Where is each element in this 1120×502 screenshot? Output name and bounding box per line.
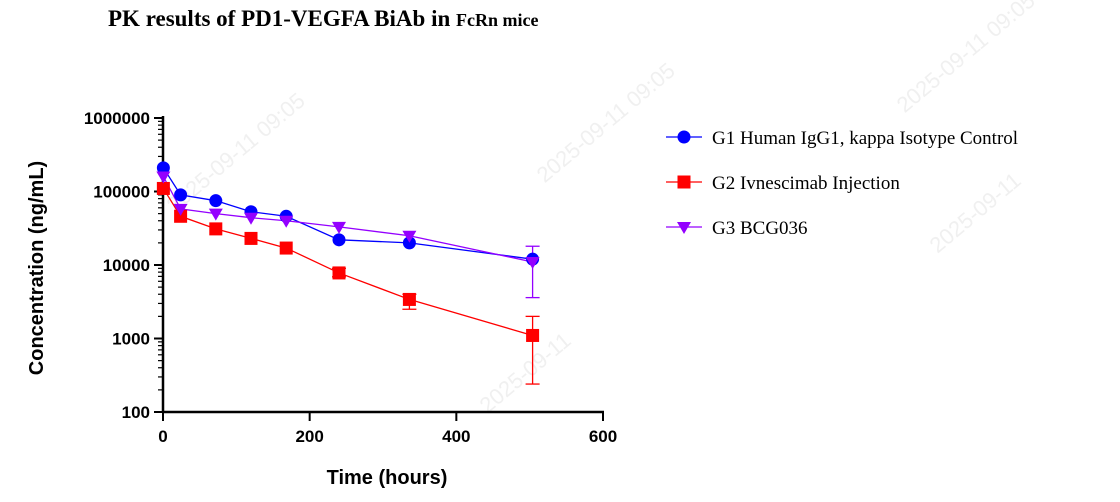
legend-marker-g1 [677, 130, 691, 144]
y-axis-label: Concentration (ng/mL) [26, 161, 48, 375]
chart-title: PK results of PD1-VEGFA BiAb in FcRn mic… [108, 6, 538, 32]
data-point-g2 [209, 222, 223, 236]
data-point-g2 [244, 231, 258, 245]
y-tick-label: 1000000 [84, 109, 150, 128]
data-point-g1 [156, 161, 170, 175]
data-point-g1 [402, 236, 416, 250]
data-point-g3 [402, 230, 417, 243]
data-point-g3 [208, 208, 223, 221]
legend-marker-g2 [677, 175, 691, 189]
chart-title-main: PK results of PD1-VEGFA BiAb in [108, 6, 451, 31]
x-axis-label: Time (hours) [327, 467, 448, 489]
y-tick-label: 1000 [112, 330, 150, 349]
data-point-g1 [209, 194, 223, 208]
x-tick-label: 600 [589, 427, 617, 446]
data-point-g2 [279, 241, 293, 255]
x-tick-label: 0 [158, 427, 167, 446]
data-point-g3 [525, 256, 540, 269]
chart-title-suffix: FcRn mice [456, 10, 539, 30]
data-point-g2 [156, 181, 170, 195]
data-point-g3 [244, 212, 258, 225]
data-point-g2 [402, 292, 416, 306]
data-point-g3 [332, 221, 346, 234]
legend-label: G1 Human IgG1, kappa Isotype Control [712, 128, 1018, 149]
data-point-g2 [174, 209, 188, 223]
y-tick-label: 100 [122, 403, 150, 422]
y-tick-label: 100000 [93, 183, 150, 202]
data-point-g2 [332, 266, 346, 280]
legend-marker-g3 [677, 222, 691, 234]
y-tick-label: 10000 [103, 256, 150, 275]
data-point-g3 [173, 203, 188, 216]
data-point-g2 [526, 328, 540, 342]
data-point-g3 [156, 171, 171, 184]
legend-label: G2 Ivnescimab Injection [712, 173, 900, 194]
x-tick-label: 400 [442, 427, 470, 446]
legend-label: G3 BCG036 [712, 218, 808, 239]
data-point-g1 [332, 233, 346, 247]
data-point-g1 [174, 188, 188, 202]
x-tick-label: 200 [295, 427, 323, 446]
series-line-g3 [162, 176, 533, 263]
data-point-g3 [279, 215, 294, 228]
